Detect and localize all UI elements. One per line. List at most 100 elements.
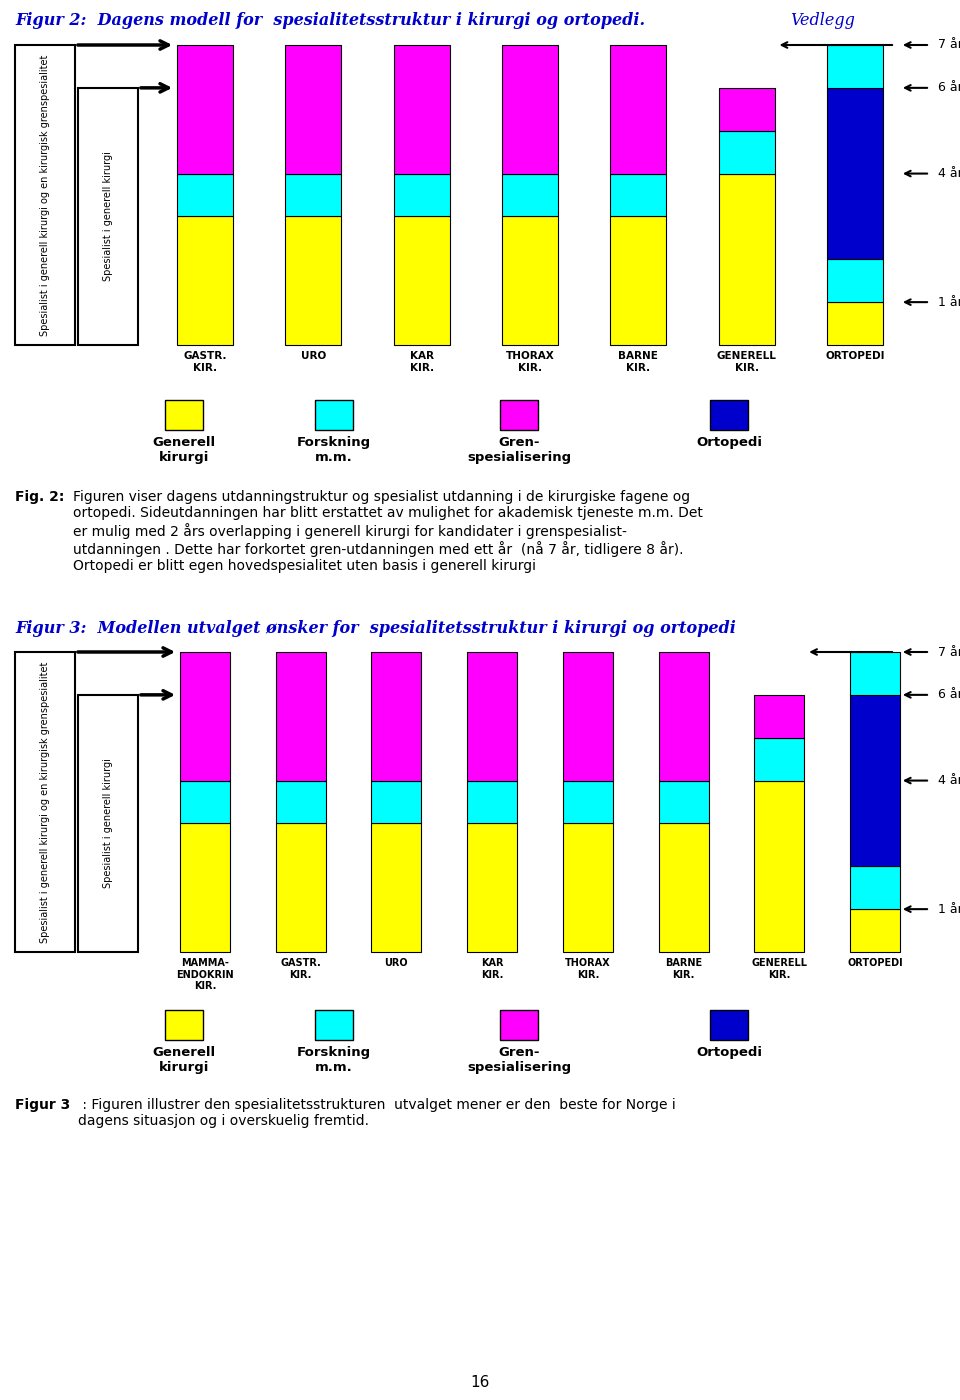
Bar (659, 652, 708, 781)
Bar (659, 781, 708, 823)
Bar (394, 217, 449, 344)
Text: Spesialist i generell kirurgi og en kirurgisk grenspesialitet: Spesialist i generell kirurgi og en kiru… (40, 55, 50, 336)
Text: Gren-
spesialisering: Gren- spesialisering (467, 435, 571, 463)
Text: Gren-
spesialisering: Gren- spesialisering (467, 1046, 571, 1074)
Text: Figur 2:  Dagens modell for  spesialitetsstruktur i kirurgi og ortopedi.: Figur 2: Dagens modell for spesialitetss… (15, 13, 645, 29)
Text: Generell
kirurgi: Generell kirurgi (153, 1046, 216, 1074)
Bar (710, 400, 748, 430)
Bar (755, 738, 804, 781)
Bar (755, 694, 804, 738)
Text: GENERELL
KIR.: GENERELL KIR. (717, 351, 777, 372)
Bar (502, 174, 558, 217)
Bar (502, 217, 558, 344)
Text: 16: 16 (470, 1375, 490, 1390)
Bar (719, 130, 775, 174)
Bar (611, 217, 666, 344)
Text: 7 år: 7 år (938, 645, 960, 658)
Text: GASTR.
KIR.: GASTR. KIR. (183, 351, 227, 372)
Bar (850, 652, 900, 694)
Bar (372, 823, 421, 952)
Bar (78, 694, 138, 952)
Bar (180, 652, 230, 781)
Bar (502, 45, 558, 174)
Bar (165, 400, 203, 430)
Bar (78, 88, 138, 344)
Text: Figuren viser dagens utdanningstruktur og spesialist utdanning i de kirurgiske f: Figuren viser dagens utdanningstruktur o… (73, 490, 703, 574)
Text: 4 år: 4 år (938, 774, 960, 787)
Bar (276, 652, 325, 781)
Text: Fig. 2:: Fig. 2: (15, 490, 64, 504)
Text: Figur 3:  Modellen utvalget ønsker for  spesialitetsstruktur i kirurgi og ortope: Figur 3: Modellen utvalget ønsker for sp… (15, 620, 736, 637)
Bar (180, 781, 230, 823)
Bar (850, 694, 900, 867)
Text: GENERELL
KIR.: GENERELL KIR. (752, 958, 807, 980)
Bar (563, 781, 612, 823)
Text: THORAX
KIR.: THORAX KIR. (506, 351, 554, 372)
Bar (827, 45, 883, 88)
Text: Figur 3: Figur 3 (15, 1098, 70, 1112)
Text: Spesialist i generell kirurgi og en kirurgisk grenspesialitet: Spesialist i generell kirurgi og en kiru… (40, 661, 50, 942)
Bar (165, 1009, 203, 1040)
Bar (394, 45, 449, 174)
Bar (285, 174, 342, 217)
Text: Ortopedi: Ortopedi (696, 1046, 762, 1058)
Text: Generell
kirurgi: Generell kirurgi (153, 435, 216, 463)
Text: Spesialist i generell kirurgi: Spesialist i generell kirurgi (103, 759, 113, 889)
Text: BARNE
KIR.: BARNE KIR. (618, 351, 659, 372)
Text: BARNE
KIR.: BARNE KIR. (665, 958, 702, 980)
Bar (500, 1009, 538, 1040)
Text: THORAX
KIR.: THORAX KIR. (565, 958, 611, 980)
Text: 1 år: 1 år (938, 295, 960, 308)
Bar (372, 781, 421, 823)
Text: GASTR.
KIR.: GASTR. KIR. (280, 958, 321, 980)
Bar (611, 45, 666, 174)
Bar (719, 88, 775, 130)
Text: KAR
KIR.: KAR KIR. (481, 958, 503, 980)
Bar (850, 867, 900, 909)
Text: ORTOPEDI: ORTOPEDI (826, 351, 885, 361)
Text: 7 år: 7 år (938, 38, 960, 52)
Bar (177, 217, 233, 344)
Bar (827, 302, 883, 344)
Text: Vedlegg: Vedlegg (790, 13, 854, 29)
Bar (659, 823, 708, 952)
Bar (827, 259, 883, 302)
Bar (719, 174, 775, 344)
Bar (394, 174, 449, 217)
Text: 6 år: 6 år (938, 689, 960, 701)
Bar (177, 45, 233, 174)
Bar (180, 823, 230, 952)
Bar (177, 174, 233, 217)
Bar (15, 652, 75, 952)
Bar (755, 781, 804, 952)
Text: Spesialist i generell kirurgi: Spesialist i generell kirurgi (103, 151, 113, 281)
Text: Ortopedi: Ortopedi (696, 435, 762, 449)
Bar (611, 174, 666, 217)
Bar (468, 781, 517, 823)
Text: Forskning
m.m.: Forskning m.m. (297, 1046, 372, 1074)
Bar (468, 652, 517, 781)
Bar (285, 217, 342, 344)
Bar (315, 400, 353, 430)
Text: Forskning
m.m.: Forskning m.m. (297, 435, 372, 463)
Text: ORTOPEDI: ORTOPEDI (847, 958, 902, 967)
Bar (827, 88, 883, 259)
Bar (372, 652, 421, 781)
Bar (285, 45, 342, 174)
Bar (315, 1009, 353, 1040)
Bar (563, 652, 612, 781)
Text: URO: URO (385, 958, 408, 967)
Bar (850, 909, 900, 952)
Bar (563, 823, 612, 952)
Text: 1 år: 1 år (938, 903, 960, 916)
Bar (468, 823, 517, 952)
Bar (15, 45, 75, 344)
Bar (500, 400, 538, 430)
Text: : Figuren illustrer den spesialitetsstrukturen  utvalget mener er den  beste for: : Figuren illustrer den spesialitetsstru… (78, 1098, 676, 1128)
Text: 6 år: 6 år (938, 81, 960, 94)
Text: MAMMA-
ENDOKRIN
KIR.: MAMMA- ENDOKRIN KIR. (177, 958, 234, 991)
Text: URO: URO (300, 351, 326, 361)
Text: 4 år: 4 år (938, 167, 960, 181)
Bar (276, 823, 325, 952)
Text: KAR
KIR.: KAR KIR. (410, 351, 434, 372)
